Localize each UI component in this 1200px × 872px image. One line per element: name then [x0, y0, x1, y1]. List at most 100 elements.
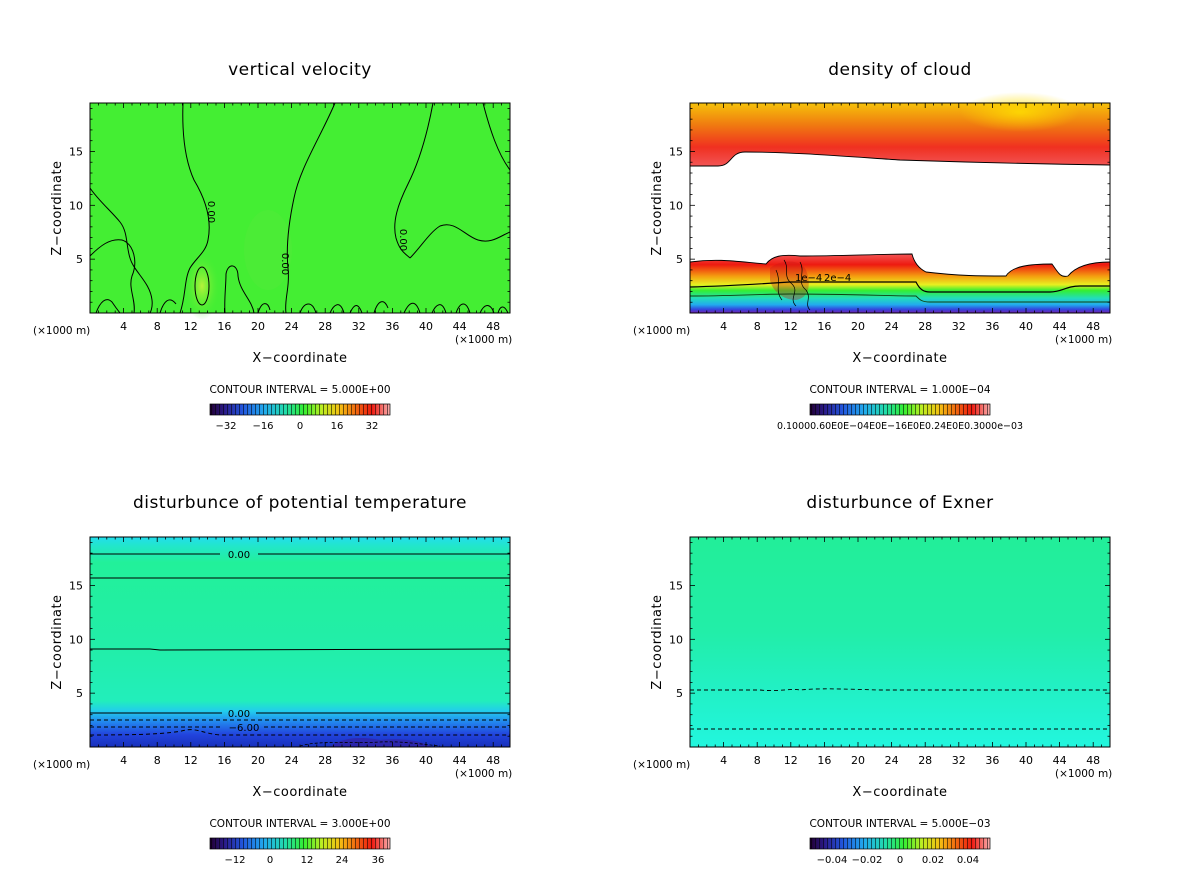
colorbar: −12 0 12 24 36	[209, 837, 391, 866]
y-tick-label: 10	[669, 199, 683, 212]
x-tick-label: 20	[251, 320, 265, 333]
x-ticks: 4 8 12 16 20 24 28 32 36 40 44 48	[689, 537, 1111, 767]
colorbar-tick: −32	[215, 421, 236, 432]
colorbar-tick: −12	[224, 855, 245, 866]
x-tick-label: 12	[184, 754, 198, 767]
x-tick-label: 20	[251, 754, 265, 767]
colorbar-tick: 0	[267, 855, 273, 866]
x-tick-label: 40	[1019, 754, 1033, 767]
x-tick-label: 32	[352, 320, 366, 333]
contour-line	[394, 102, 434, 259]
colorbar-segments	[810, 404, 990, 415]
y-ticks: 5 10 15	[69, 541, 510, 748]
x-axis-label: X−coordinate	[852, 785, 947, 800]
x-tick-label: 8	[154, 320, 161, 333]
field-downdraft-spot	[244, 210, 292, 290]
contour-label: 0.00	[397, 229, 408, 251]
panel-title: disturbunce of Exner	[806, 493, 993, 513]
colorbar-tick: 0	[297, 421, 303, 432]
field-cold-pool	[330, 738, 432, 747]
colorbar-tick: −16	[252, 421, 273, 432]
contour-line	[89, 729, 510, 736]
contour-label: 0.00	[228, 709, 250, 720]
plot-field: 0.00 0.00 0.00	[89, 102, 511, 320]
colorbar-tick: 0	[897, 855, 903, 866]
x-tick-label: 40	[419, 320, 433, 333]
x-tick-label: 12	[784, 754, 798, 767]
x-tick-label: 12	[784, 320, 798, 333]
contour-label: 0.00	[279, 253, 290, 275]
y-tick-label: 10	[69, 633, 83, 646]
x-tick-label: 16	[217, 754, 231, 767]
y-tick-label: 5	[676, 687, 683, 700]
x-unit-left: (×1000 m)	[33, 759, 90, 771]
colorbar-tick-labels: 0.10000.60E0E−04E0E−16E0E0.24E0E0.3000e−…	[777, 421, 1023, 432]
contour-lines	[689, 151, 1111, 311]
y-ticks: 5 10 15	[69, 107, 510, 314]
field-background	[90, 103, 510, 313]
x-tick-label: 44	[453, 754, 467, 767]
contour-line	[775, 259, 811, 311]
contour-line	[285, 102, 336, 314]
contour-line	[90, 648, 511, 651]
colorbar-segments	[210, 838, 390, 849]
contour-interval: CONTOUR INTERVAL = 1.000E−04	[809, 384, 990, 396]
x-tick-label: 28	[918, 754, 932, 767]
x-ticks: 4 8 12 16 20 24 28 32 36 40 44 48	[89, 103, 511, 333]
contour-line	[690, 688, 1110, 692]
contour-label: 2e−4	[824, 273, 851, 284]
x-tick-label: 36	[985, 754, 999, 767]
x-tick-label: 20	[851, 320, 865, 333]
x-tick-label: 40	[419, 754, 433, 767]
x-tick-label: 16	[817, 320, 831, 333]
x-tick-label: 32	[952, 320, 966, 333]
field-cloud-cell	[770, 261, 809, 300]
colorbar-tick: 16	[331, 421, 344, 432]
x-tick-label: 48	[486, 754, 500, 767]
x-tick-label: 4	[720, 320, 727, 333]
plot-field: 1e−4 2e−4	[689, 92, 1111, 313]
x-tick-label: 28	[918, 320, 932, 333]
x-tick-label: 36	[385, 320, 399, 333]
field-background	[90, 537, 510, 747]
field-cloud-upper-core	[960, 92, 1080, 132]
y-tick-label: 15	[69, 579, 83, 592]
contour-labels: 0.00 0.00 −6.00	[228, 550, 259, 734]
x-tick-label: 20	[851, 754, 865, 767]
contour-line	[689, 281, 1110, 293]
x-tick-label: 8	[754, 320, 761, 333]
y-tick-label: 5	[76, 253, 83, 266]
x-ticks: 4 8 12 16 20 24 28 32 36 40 44 48	[89, 537, 511, 767]
x-tick-label: 24	[885, 754, 899, 767]
x-tick-label: 24	[885, 320, 899, 333]
y-tick-label: 10	[69, 199, 83, 212]
x-tick-label: 16	[217, 320, 231, 333]
y-axis-label: Z−coordinate	[650, 594, 665, 689]
contour-line	[89, 187, 153, 314]
x-tick-label: 32	[352, 754, 366, 767]
colorbar: 0.10000.60E0E−04E0E−16E0E0.24E0E0.3000e−…	[777, 403, 1023, 432]
y-tick-label: 15	[669, 579, 683, 592]
x-tick-label: 40	[1019, 320, 1033, 333]
x-unit-left: (×1000 m)	[33, 325, 90, 337]
contour-label: −6.00	[229, 723, 260, 734]
field-background	[690, 537, 1110, 747]
panel-potential-temperature: disturbunce of potential temperature 0.0…	[33, 493, 512, 866]
colorbar: −32 −16 0 16 32	[209, 403, 391, 432]
x-unit-right: (×1000 m)	[1055, 768, 1112, 780]
contour-line	[95, 299, 509, 314]
colorbar: −0.04 −0.02 0 0.02 0.04	[809, 837, 991, 866]
x-tick-label: 44	[453, 320, 467, 333]
contour-lines	[690, 688, 1110, 730]
y-axis-label: Z−coordinate	[650, 160, 665, 255]
colorbar-tick: 36	[372, 855, 385, 866]
x-tick-label: 28	[318, 754, 332, 767]
panel-exner: disturbunce of Exner 4 8 12 16 20 24 28 32 36 40 4…	[633, 493, 1112, 866]
y-tick-label: 10	[669, 633, 683, 646]
colorbar-segments	[210, 404, 390, 415]
contour-interval: CONTOUR INTERVAL = 5.000E+00	[209, 384, 390, 396]
plot-field: 0.00 0.00 −6.00	[89, 537, 511, 747]
panel-title: vertical velocity	[228, 60, 372, 80]
x-tick-label: 4	[120, 320, 127, 333]
x-unit-left: (×1000 m)	[633, 325, 690, 337]
